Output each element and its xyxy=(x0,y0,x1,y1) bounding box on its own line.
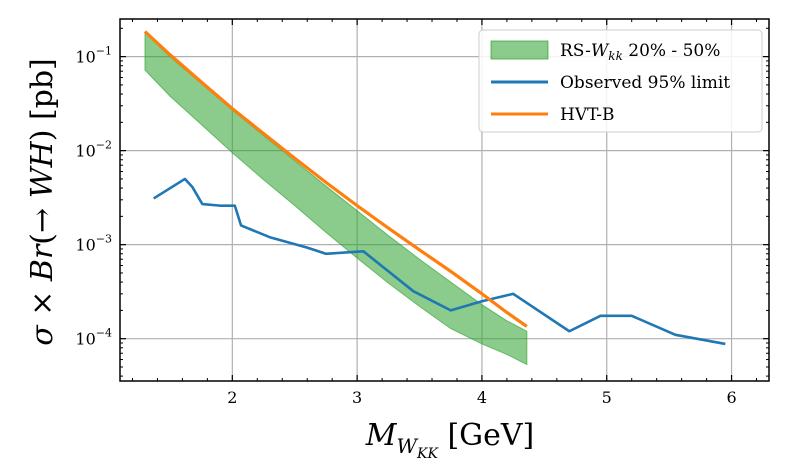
y-tick-label: 10−2 xyxy=(75,139,112,161)
x-tick-label: 3 xyxy=(352,388,362,407)
legend: RS-Wkk 20% - 50% Observed 95% limit HVT-… xyxy=(478,29,763,133)
x-tick-label: 2 xyxy=(227,388,237,407)
x-tick-label: 6 xyxy=(726,388,736,407)
legend-band-w: W xyxy=(591,41,610,61)
y-tick-label: 10−3 xyxy=(75,233,112,255)
y-tick-label: 10−4 xyxy=(75,327,112,349)
y-tick-label-base: 10 xyxy=(75,236,95,255)
x-tick-label: 4 xyxy=(477,388,487,407)
y-tick-label: 10−1 xyxy=(75,45,112,67)
tick-layer: 2 3 4 5 610−410−310−210−1 xyxy=(75,19,769,407)
x-axis-label-sub1: W xyxy=(396,434,418,458)
y-tick-label-exp: −3 xyxy=(96,233,112,246)
y-tick-label-exp: −2 xyxy=(96,139,112,152)
y-tick-label-exp: −1 xyxy=(96,45,112,58)
hvt-b-line xyxy=(143,30,528,328)
y-tick-label-base: 10 xyxy=(75,330,95,349)
legend-label-observed: Observed 95% limit xyxy=(560,73,730,93)
legend-box xyxy=(478,29,763,133)
y-axis-label-wh: WH xyxy=(25,140,60,198)
legend-band-prefix: RS- xyxy=(560,41,591,61)
y-axis-label-br: Br xyxy=(25,243,60,282)
legend-label-hvt: HVT-B xyxy=(560,105,615,125)
legend-swatch-band xyxy=(490,40,549,60)
band-layer xyxy=(144,31,528,366)
y-tick-label-exp: −4 xyxy=(96,327,112,340)
x-tick-label: 5 xyxy=(602,388,612,407)
y-axis-label-sigma: σ × xyxy=(25,281,60,346)
x-axis-label-sub2: KK xyxy=(416,446,439,462)
observed-limit-line xyxy=(153,177,726,346)
y-axis-label-unit: ) [pb] xyxy=(25,58,60,141)
y-axis-label: σ × Br(→ WH) [pb] xyxy=(25,58,60,346)
legend-band-sub: kk xyxy=(608,49,623,63)
x-axis-label: MWKK [GeV] xyxy=(365,418,535,462)
legend-label-band: RS-Wkk 20% - 50% xyxy=(560,41,720,63)
y-axis-label-arrow: (→ xyxy=(25,198,60,244)
series-layer xyxy=(143,30,726,346)
y-tick-label-base: 10 xyxy=(75,48,95,67)
legend-band-suffix: 20% - 50% xyxy=(623,41,721,61)
band-area xyxy=(144,31,528,366)
x-axis-label-main: M xyxy=(365,418,398,453)
y-tick-label-base: 10 xyxy=(75,142,95,161)
x-axis-label-unit: [GeV] xyxy=(438,418,534,453)
